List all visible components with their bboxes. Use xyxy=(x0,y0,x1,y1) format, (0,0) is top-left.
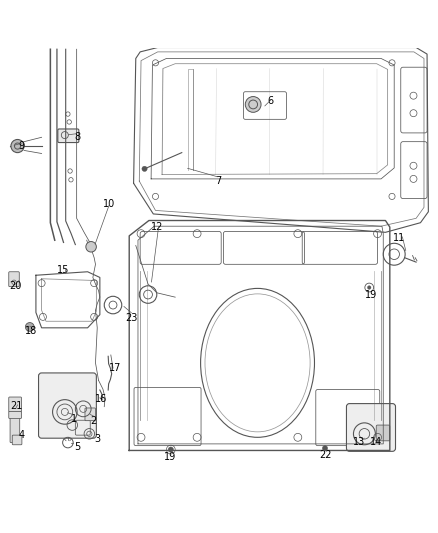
Text: 7: 7 xyxy=(215,176,221,186)
FancyBboxPatch shape xyxy=(58,129,79,142)
FancyBboxPatch shape xyxy=(376,425,390,441)
Text: 11: 11 xyxy=(393,232,406,243)
Text: 1: 1 xyxy=(71,414,77,424)
Text: 22: 22 xyxy=(319,450,332,460)
Text: 23: 23 xyxy=(125,313,138,323)
FancyBboxPatch shape xyxy=(346,403,396,451)
Circle shape xyxy=(168,447,173,452)
Circle shape xyxy=(25,322,34,332)
Text: 5: 5 xyxy=(74,442,80,452)
FancyBboxPatch shape xyxy=(12,435,22,445)
Text: 19: 19 xyxy=(164,452,176,462)
Text: 6: 6 xyxy=(268,96,274,107)
Text: 20: 20 xyxy=(10,281,22,291)
Text: 13: 13 xyxy=(353,437,365,447)
Circle shape xyxy=(142,166,147,172)
Text: 9: 9 xyxy=(19,141,25,151)
FancyBboxPatch shape xyxy=(9,411,21,418)
Text: 18: 18 xyxy=(25,326,38,336)
FancyBboxPatch shape xyxy=(10,417,20,442)
Circle shape xyxy=(322,446,328,451)
Text: 8: 8 xyxy=(74,132,80,142)
Text: 16: 16 xyxy=(95,394,107,404)
Circle shape xyxy=(367,286,371,289)
Text: 12: 12 xyxy=(151,222,163,232)
Text: 21: 21 xyxy=(11,401,23,411)
Circle shape xyxy=(11,140,24,152)
Text: 4: 4 xyxy=(19,430,25,440)
FancyBboxPatch shape xyxy=(9,272,19,287)
Text: 14: 14 xyxy=(370,437,382,447)
Text: 3: 3 xyxy=(94,434,100,443)
FancyBboxPatch shape xyxy=(85,408,95,421)
Text: 17: 17 xyxy=(109,363,121,373)
Text: 10: 10 xyxy=(102,199,115,209)
FancyBboxPatch shape xyxy=(39,373,96,438)
FancyBboxPatch shape xyxy=(9,397,21,412)
Circle shape xyxy=(86,241,96,252)
Text: 2: 2 xyxy=(91,416,97,426)
Circle shape xyxy=(245,96,261,112)
Text: 19: 19 xyxy=(365,290,377,300)
Text: 15: 15 xyxy=(57,264,70,274)
